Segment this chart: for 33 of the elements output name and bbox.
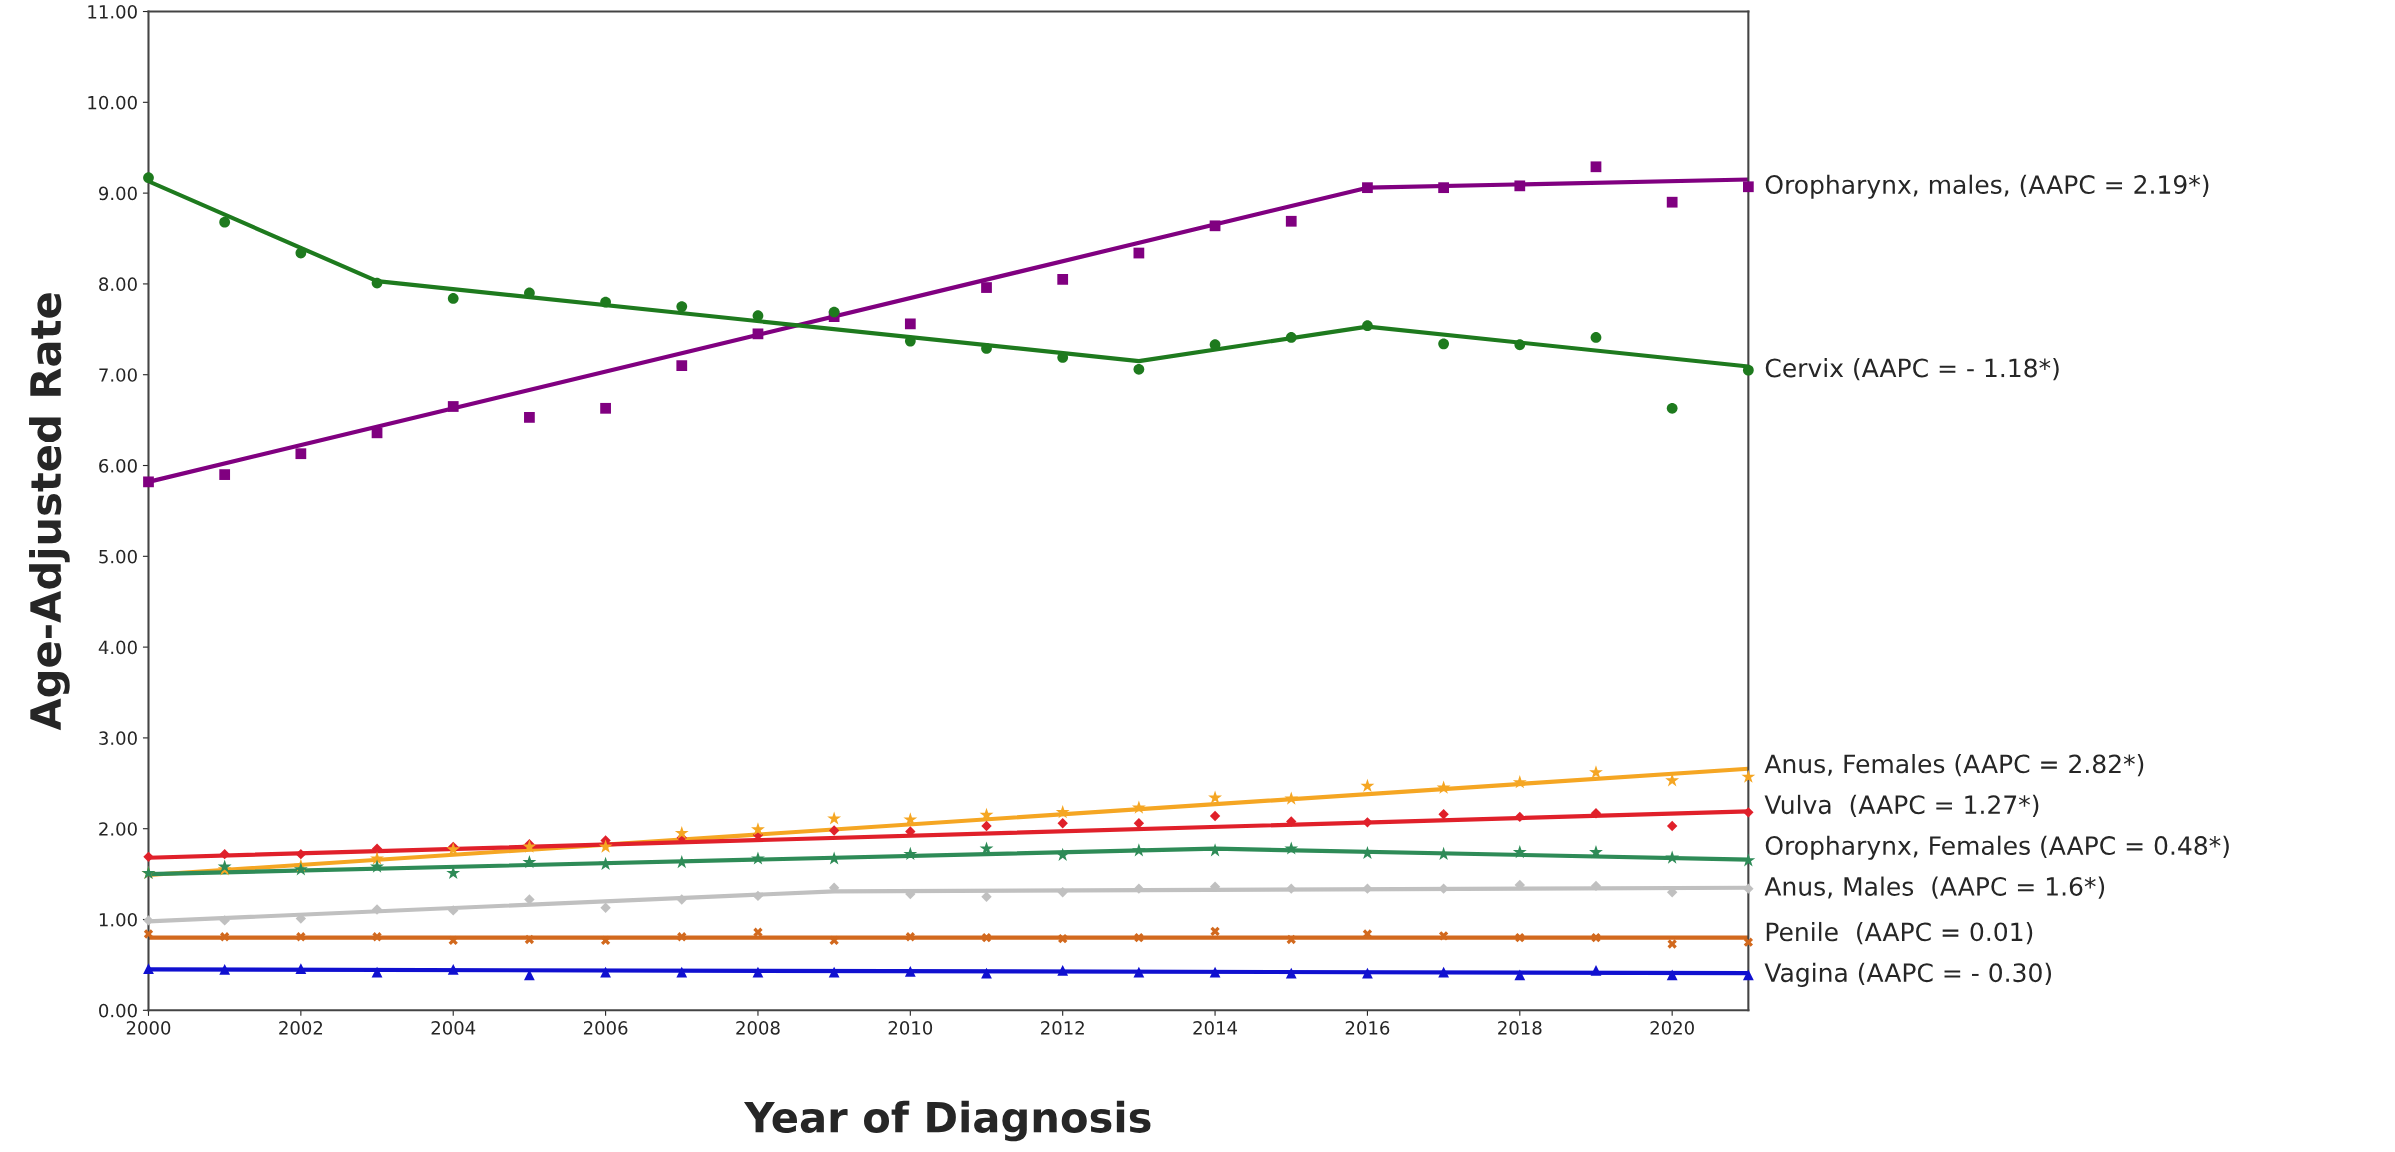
series-label: Cervix (AAPC = - 1.18*) — [1765, 358, 2059, 381]
series-label: Anus, Females (AAPC = 2.82*) — [1764, 753, 2144, 777]
x-tick-label: 2008 — [736, 1021, 780, 1035]
x-axis-title: Year of Diagnosis — [743, 1100, 1151, 1142]
x-tick-label: 2010 — [888, 1021, 933, 1035]
series-label: Oropharynx, males, (AAPC = 2.19*) — [1765, 174, 2209, 199]
y-tick-label: 10.00 — [88, 95, 137, 110]
y-tick-label: 1.00 — [99, 912, 137, 927]
x-tick-label: 2006 — [583, 1021, 628, 1035]
x-tick-label: 2004 — [431, 1021, 476, 1035]
x-tick-label: 2018 — [1498, 1021, 1542, 1035]
y-tick-label: 7.00 — [99, 368, 137, 382]
y-tick-label: 9.00 — [99, 186, 137, 201]
x-tick-label: 2012 — [1041, 1021, 1084, 1035]
series-label: Vulva (AAPC = 1.27*) — [1764, 794, 2039, 818]
y-tick-label: 2.00 — [99, 822, 137, 836]
y-tick-label: 4.00 — [98, 640, 137, 655]
y-tick-label: 6.00 — [99, 458, 137, 473]
x-tick-label: 2020 — [1650, 1021, 1694, 1035]
series-label: Vagina (AAPC = - 0.30) — [1764, 962, 2052, 987]
y-tick-label: 8.00 — [99, 277, 137, 292]
y-tick-label: 3.00 — [99, 731, 137, 746]
x-tick-label: 2014 — [1193, 1021, 1238, 1035]
x-tick-label: 2002 — [279, 1021, 323, 1035]
series-label: Penile (AAPC = 0.01) — [1766, 921, 2033, 945]
x-tick-label: 2016 — [1345, 1021, 1390, 1035]
series-label: Oropharynx, Females (AAPC = 0.48*) — [1765, 835, 2229, 860]
y-tick-label: 0.00 — [99, 1003, 137, 1018]
series-label: Anus, Males (AAPC = 1.6*) — [1764, 876, 2105, 899]
y-tick-label: 11.00 — [88, 4, 137, 19]
y-tick-label: 5.00 — [99, 549, 137, 564]
x-tick-label: 2000 — [126, 1021, 171, 1035]
y-axis-title: Age-Adjusted Rate — [29, 293, 70, 731]
